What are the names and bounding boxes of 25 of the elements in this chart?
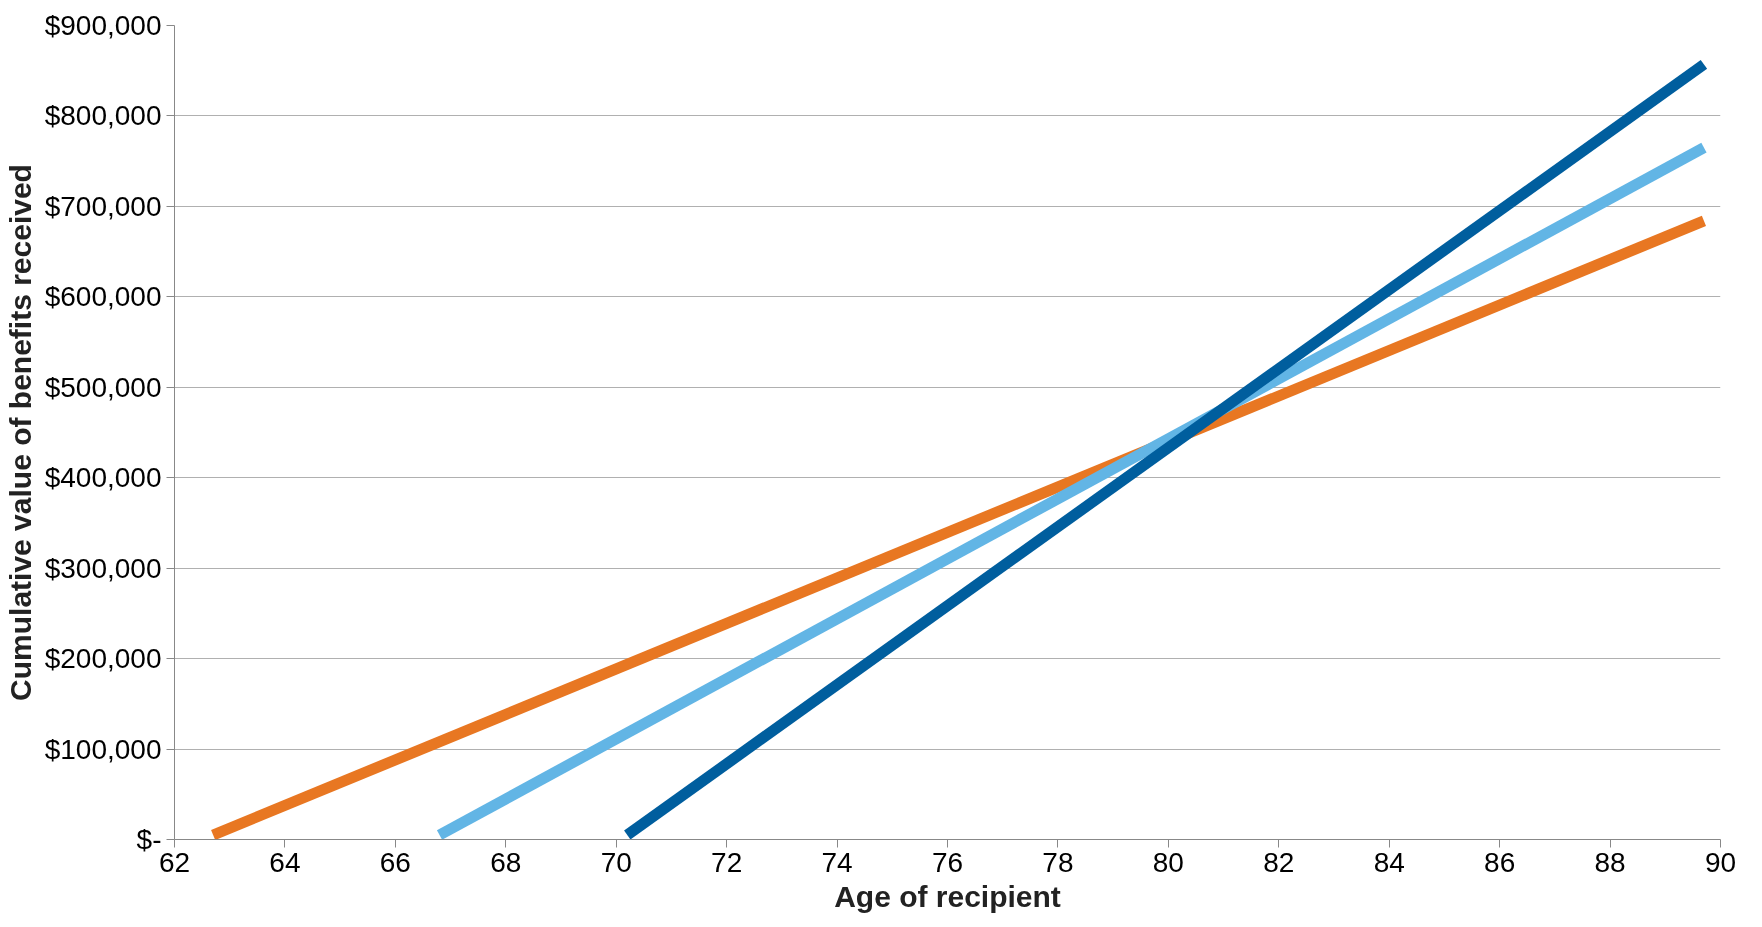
x-tick-label: 74 [821,846,853,878]
y-tick-label: $200,000 [44,643,162,675]
x-tick-label: 76 [931,846,964,878]
x-tick-label: 84 [1373,846,1405,878]
y-tick-label: $100,000 [44,733,162,765]
y-tick-label: $700,000 [44,190,162,222]
y-tick-label: $400,000 [44,462,162,494]
x-tick-label: 72 [711,846,743,878]
y-tick-label: $300,000 [44,552,162,584]
x-tick-label: 80 [1152,846,1184,878]
x-tick-label: 68 [490,846,522,878]
x-tick-label: 70 [600,846,632,878]
y-tick-label: $600,000 [44,281,162,313]
y-tick-label: $500,000 [44,371,162,403]
x-tick-label: 90 [1704,846,1737,878]
x-tick-label: 82 [1263,846,1295,878]
y-tick-label: $800,000 [44,100,162,132]
x-tick-label: 66 [379,846,411,878]
y-axis-title: Cumulative value of benefits received [3,164,37,701]
x-tick-label: 78 [1042,846,1074,878]
x-tick-label: 64 [269,846,301,878]
y-tick-label: $900,000 [44,10,162,41]
x-tick-label: 88 [1594,846,1626,878]
x-tick-label: 86 [1484,846,1516,878]
x-axis-title: Age of recipient [834,879,1061,913]
